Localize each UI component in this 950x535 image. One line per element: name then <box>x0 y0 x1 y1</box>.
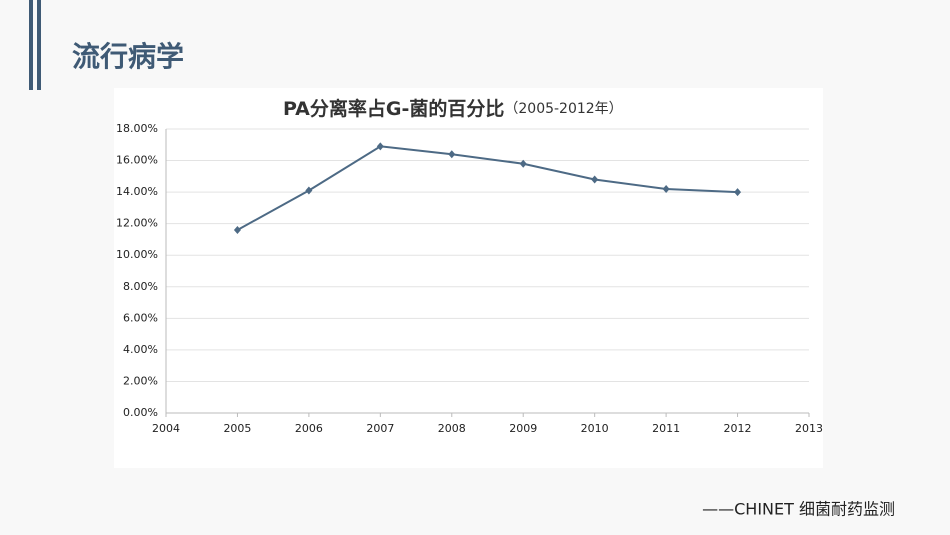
x-tick-label: 2013 <box>795 422 823 435</box>
y-tick-label: 0.00% <box>123 406 158 419</box>
point-marker <box>662 184 670 193</box>
series-line <box>236 145 738 231</box>
y-tick-label: 6.00% <box>123 311 158 324</box>
chart-subtitle: （2005-2012年） <box>504 101 622 117</box>
decor-bar <box>37 0 41 90</box>
chart-title-group: PA分离率占G-菌的百分比（2005-2012年） <box>283 97 623 120</box>
y-tick-label: 10.00% <box>116 248 158 261</box>
x-tick-label: 2006 <box>295 422 323 435</box>
x-tick-label: 2011 <box>652 422 680 435</box>
y-tick-label: 14.00% <box>116 185 158 198</box>
point-marker <box>233 225 241 234</box>
x-tick-label: 2004 <box>152 422 180 435</box>
y-tick-label: 4.00% <box>123 343 158 356</box>
x-tick-label: 2009 <box>509 422 537 435</box>
y-tick-label: 8.00% <box>123 280 158 293</box>
chart-title: PA分离率占G-菌的百分比 <box>283 97 504 120</box>
y-tick-label: 18.00% <box>116 122 158 135</box>
point-marker <box>448 150 456 159</box>
point-marker <box>376 142 384 151</box>
slide-title: 流行病学 <box>72 40 184 73</box>
y-tick-label: 16.00% <box>116 154 158 167</box>
point-marker <box>734 188 742 197</box>
x-tick-label: 2007 <box>366 422 394 435</box>
y-tick-label: 12.00% <box>116 217 158 230</box>
x-tick-label: 2012 <box>724 422 752 435</box>
x-tick-label: 2010 <box>581 422 609 435</box>
point-marker <box>591 175 599 184</box>
point-marker <box>305 186 313 195</box>
y-tick-label: 2.00% <box>123 374 158 387</box>
decor-bar <box>29 0 33 90</box>
source-note: ——CHINET 细菌耐药监测 <box>702 500 895 519</box>
chart-background <box>114 88 823 468</box>
point-marker <box>519 159 527 168</box>
x-tick-label: 2008 <box>438 422 466 435</box>
x-tick-label: 2005 <box>223 422 251 435</box>
